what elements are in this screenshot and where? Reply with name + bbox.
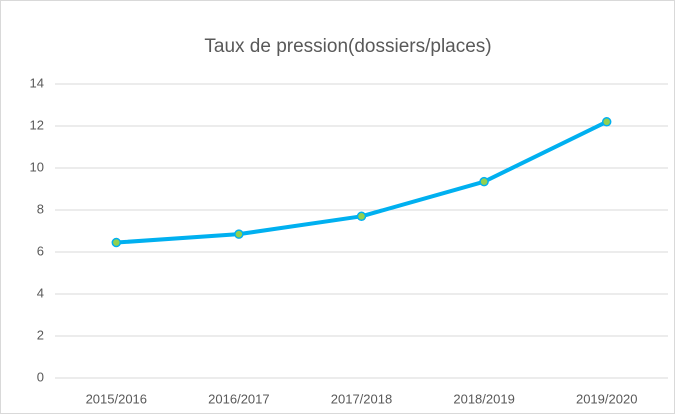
x-tick-label: 2019/2020 bbox=[576, 391, 637, 406]
y-tick-label: 4 bbox=[37, 285, 44, 300]
marker bbox=[601, 117, 612, 127]
y-tick-label: 14 bbox=[30, 75, 44, 90]
y-tick-label: 12 bbox=[30, 117, 44, 132]
marker bbox=[479, 176, 489, 187]
marker bbox=[356, 211, 367, 222]
y-tick-label: 2 bbox=[37, 327, 44, 342]
y-tick-label: 0 bbox=[37, 369, 44, 384]
y-tick-label: 6 bbox=[37, 243, 44, 258]
marker bbox=[111, 237, 122, 248]
y-tick-label: 8 bbox=[37, 201, 44, 216]
x-tick-label: 2017/2018 bbox=[331, 391, 392, 406]
y-tick-label: 10 bbox=[30, 159, 44, 174]
x-tick-label: 2018/2019 bbox=[453, 391, 514, 406]
marker bbox=[234, 229, 244, 239]
chart-title: Taux de pression(dossiers/places) bbox=[204, 36, 491, 57]
x-tick-label: 2015/2016 bbox=[86, 391, 147, 406]
x-tick-label: 2016/2017 bbox=[208, 391, 269, 406]
